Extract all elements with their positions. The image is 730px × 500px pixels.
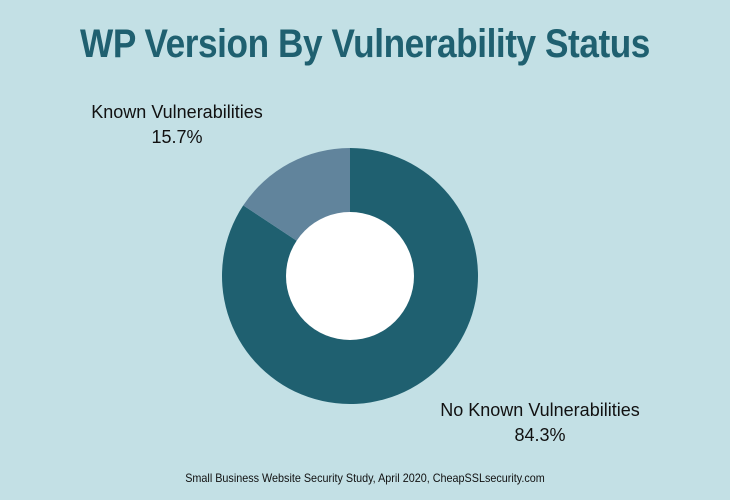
donut-hole (286, 212, 414, 340)
slice-label-known: Known Vulnerabilities 15.7% (72, 100, 282, 150)
slice-label-no-known: No Known Vulnerabilities 84.3% (415, 398, 665, 448)
source-footer: Small Business Website Security Study, A… (185, 471, 545, 485)
slice-value-known: 15.7% (151, 127, 203, 147)
chart-title: WP Version By Vulnerability Status (80, 22, 650, 66)
slice-value-no-known: 84.3% (514, 425, 566, 445)
slice-name-known: Known Vulnerabilities (91, 102, 263, 122)
slice-name-no-known: No Known Vulnerabilities (440, 400, 640, 420)
